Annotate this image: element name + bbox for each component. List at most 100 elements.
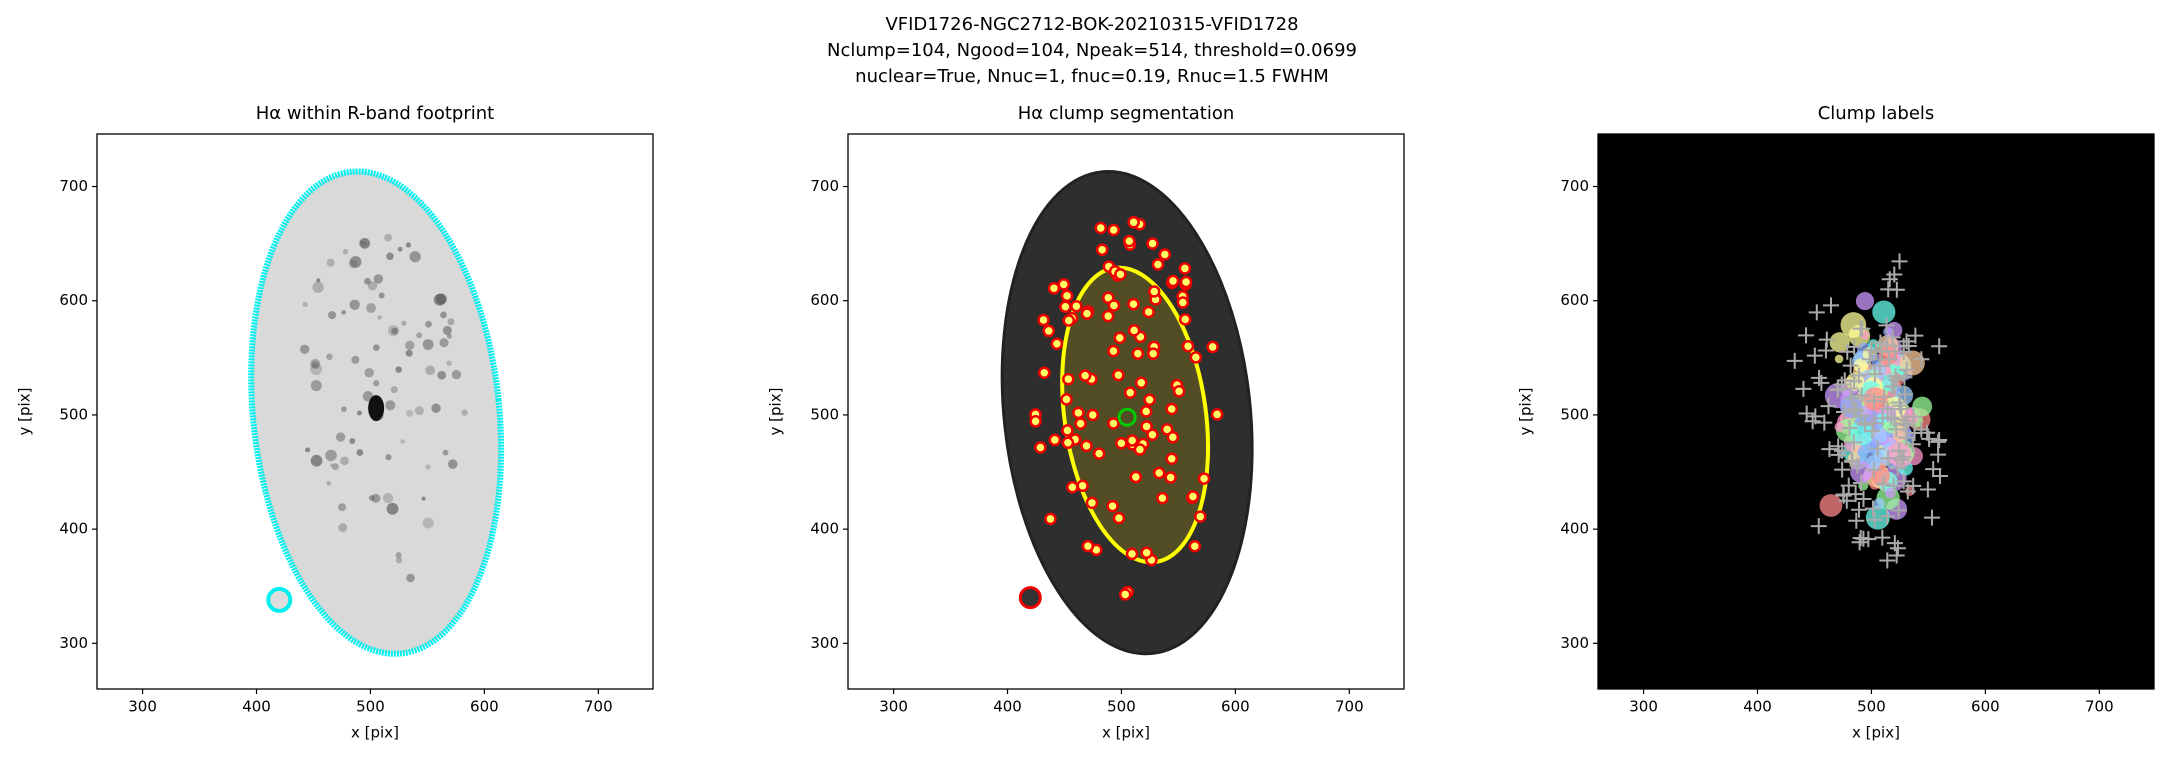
- peak-marker: [1895, 338, 1912, 355]
- peak-marker: [1913, 351, 1930, 368]
- hii-region: [367, 281, 378, 291]
- peak-marker: [1869, 440, 1886, 457]
- hii-region: [397, 246, 403, 252]
- clump: [1125, 547, 1139, 561]
- peak-marker: [1841, 419, 1858, 436]
- clump: [1070, 299, 1083, 313]
- peak-marker: [1861, 351, 1878, 368]
- hii-region: [385, 454, 392, 461]
- clump: [1094, 221, 1107, 235]
- clump: [1044, 512, 1057, 526]
- clump: [1029, 415, 1042, 428]
- hii-region: [439, 338, 449, 348]
- hii-region: [326, 481, 331, 486]
- hii-region: [373, 344, 380, 351]
- x-tick-label: 500: [1107, 698, 1136, 716]
- y-tick-label: 700: [59, 177, 88, 195]
- clump: [1142, 305, 1155, 319]
- y-axis-label: y [pix]: [16, 388, 34, 436]
- peak-marker: [1893, 451, 1910, 468]
- hii-region: [311, 360, 319, 369]
- peak-marker: [1888, 371, 1905, 388]
- peak-marker: [1853, 387, 1870, 404]
- peak-marker: [1876, 388, 1893, 405]
- peak-marker: [1852, 474, 1869, 491]
- hii-region: [373, 274, 384, 284]
- clump: [1178, 262, 1192, 275]
- hii-region: [312, 281, 324, 293]
- hii-region: [351, 355, 360, 364]
- clump: [1123, 386, 1137, 399]
- hii-region: [451, 370, 462, 380]
- peak-marker: [1818, 331, 1835, 348]
- peak-marker: [1878, 317, 1895, 334]
- clump: [1160, 423, 1174, 436]
- y-tick-label: 500: [810, 405, 839, 423]
- peak-marker: [1866, 393, 1883, 410]
- label-region: [1865, 505, 1890, 530]
- hii-region: [325, 449, 337, 462]
- peak-marker: [1887, 368, 1904, 385]
- clump: [1164, 471, 1177, 484]
- peak-marker: [1871, 357, 1888, 374]
- clump: [1059, 300, 1072, 314]
- peak-marker: [1888, 547, 1905, 564]
- companion: [266, 586, 293, 613]
- peak-marker: [1836, 403, 1853, 420]
- y-tick-label: 700: [1560, 177, 1589, 195]
- hii-region: [405, 242, 412, 248]
- hii-region: [425, 464, 431, 470]
- clump: [1178, 313, 1192, 326]
- clump: [1189, 351, 1203, 364]
- peak-marker: [1845, 401, 1862, 418]
- clump: [1188, 539, 1202, 553]
- hii-region: [316, 278, 321, 283]
- peak-marker: [1873, 343, 1890, 360]
- y-tick-label: 300: [1560, 634, 1589, 652]
- peak-marker: [1866, 415, 1883, 432]
- x-tick-label: 300: [128, 698, 157, 716]
- hii-region: [421, 496, 426, 501]
- peak-marker: [1874, 410, 1891, 427]
- peak-marker: [1880, 450, 1897, 467]
- peak-marker: [1893, 401, 1910, 418]
- panel-title: Clump labels: [1818, 103, 1935, 124]
- clump: [1060, 289, 1074, 303]
- clump: [1133, 443, 1147, 456]
- hii-region: [335, 432, 346, 442]
- peak-marker: [1930, 433, 1947, 450]
- y-tick-label: 300: [59, 634, 88, 652]
- peak-marker: [1890, 502, 1907, 519]
- hii-region: [340, 456, 349, 466]
- peak-marker: [1830, 446, 1847, 463]
- clump: [1061, 424, 1074, 437]
- peak-marker: [1879, 400, 1896, 417]
- hii-region: [373, 380, 380, 387]
- hii-region: [326, 353, 333, 361]
- clump: [1152, 466, 1166, 480]
- x-tick-label: 700: [2085, 698, 2114, 716]
- clump: [1080, 439, 1093, 453]
- hii-region: [442, 449, 449, 456]
- hii-region: [310, 358, 321, 369]
- panel-title: Hα within R-band footprint: [256, 103, 494, 124]
- x-tick-label: 700: [1335, 698, 1364, 716]
- hii-region: [406, 409, 414, 417]
- peak-marker: [1843, 452, 1860, 469]
- peak-marker: [1886, 266, 1903, 283]
- peak-marker: [1919, 481, 1936, 498]
- axes-frame: [847, 133, 1405, 690]
- peak-marker: [1884, 329, 1901, 346]
- clump: [1166, 274, 1180, 288]
- clump: [1081, 539, 1095, 553]
- peak-marker: [1821, 441, 1838, 458]
- clump: [1061, 436, 1075, 450]
- peak-marker: [1924, 509, 1941, 526]
- clump: [1129, 470, 1143, 484]
- label-region: [1834, 422, 1845, 432]
- peak-marker: [1839, 343, 1856, 360]
- hii-region: [431, 403, 441, 413]
- peak-marker: [1879, 552, 1896, 569]
- image-layer: [848, 134, 1404, 689]
- peak-marker: [1823, 297, 1839, 314]
